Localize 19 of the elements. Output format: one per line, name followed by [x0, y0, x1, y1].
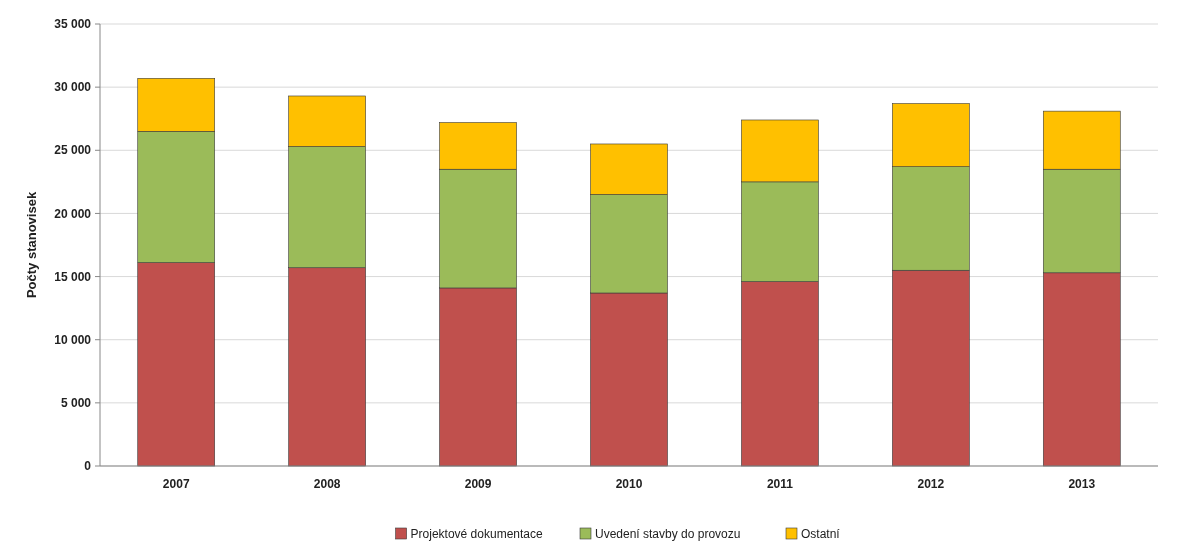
x-tick-label: 2010: [615, 477, 643, 491]
x-tick-label: 2012: [917, 477, 945, 491]
y-tick-label: 10 000: [54, 332, 92, 347]
x-tick-label: 2011: [766, 477, 794, 491]
x-tick-label: 2007: [162, 477, 190, 491]
y-tick-label: 20 000: [54, 206, 92, 221]
x-tick-label: 2013: [1068, 477, 1096, 491]
x-tick-label: 2008: [313, 477, 341, 491]
legend-label: Ostatní: [801, 527, 841, 542]
y-tick-label: 5 000: [60, 396, 92, 411]
y-tick-label: 35 000: [54, 17, 92, 32]
legend-label: Projektové dokumentace: [410, 527, 543, 542]
y-tick-label: 15 000: [54, 269, 92, 284]
y-tick-label: 25 000: [54, 143, 92, 158]
legend-label: Uvedení stavby do provozu: [595, 527, 741, 542]
y-axis-title: Počty stanovisek: [24, 191, 39, 299]
x-tick-label: 2009: [464, 477, 492, 491]
y-tick-label: 0: [84, 459, 92, 474]
y-tick-label: 30 000: [54, 80, 92, 95]
